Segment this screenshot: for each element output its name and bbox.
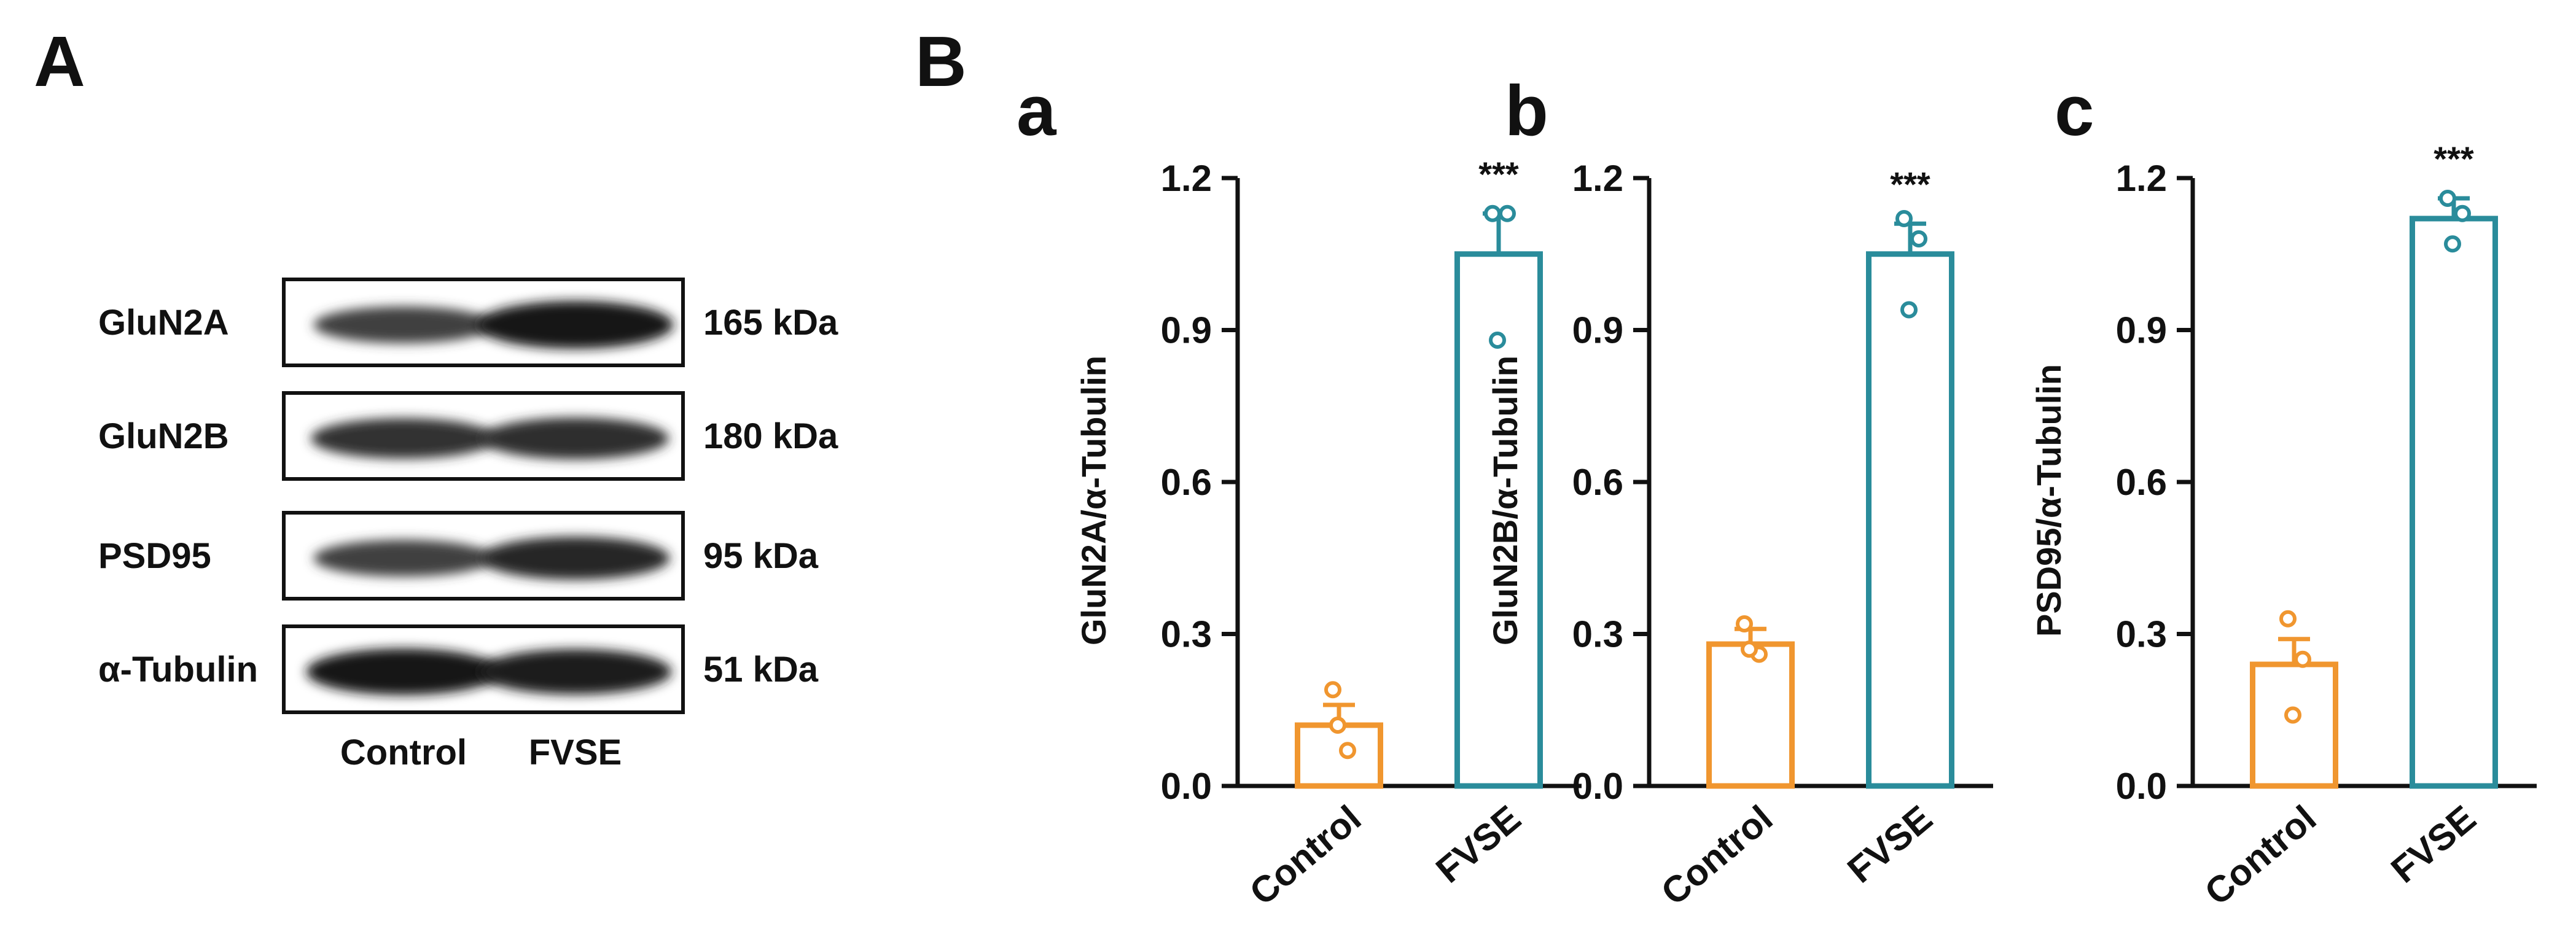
blot-kda-label: 165 kDa <box>703 303 838 343</box>
chart-c: c 0.0 0.3 0.6 0.9 1.2 PSD95/α-Tubulin Control **… <box>2029 71 2537 913</box>
data-point <box>1736 615 1753 632</box>
blot-band <box>478 649 672 694</box>
data-point <box>2454 204 2471 222</box>
data-point <box>1910 230 1927 247</box>
y-tick-label: 1.2 <box>1161 158 1212 199</box>
bar <box>2250 661 2338 789</box>
data-point <box>2294 650 2311 668</box>
y-tick-label: 0.6 <box>1161 462 1212 503</box>
significance-label: *** <box>2434 139 2474 178</box>
subpanel-letter: a <box>1017 71 1057 150</box>
blot-rows: GluN2A 165 kDa GluN2B 180 kDa PSD95 95 kDa α-T… <box>98 278 838 714</box>
data-point <box>1329 717 1346 734</box>
blot-band <box>311 418 496 459</box>
data-point <box>1324 681 1341 699</box>
y-tick-label: 0.0 <box>2116 766 2167 807</box>
blot-row: GluN2B 180 kDa <box>98 391 838 481</box>
data-point <box>1339 742 1356 760</box>
data-point <box>1484 204 1501 222</box>
subpanel-letter: b <box>1505 71 1548 150</box>
bar <box>2410 216 2498 789</box>
western-blot-panel: A GluN2A 165 kDa GluN2B 180 kDa PSD95 95 kDa α… <box>34 21 838 772</box>
y-tick-label: 1.2 <box>2116 158 2167 199</box>
x-category-label: Control <box>2197 798 2324 913</box>
data-point <box>2284 706 2301 724</box>
blot-band <box>306 648 501 695</box>
y-tick-label: 0.6 <box>2116 462 2167 503</box>
x-category-label: FVSE <box>1428 798 1528 891</box>
blot-row: PSD95 95 kDa <box>98 511 819 601</box>
y-tick-label: 0.9 <box>1572 310 1623 351</box>
x-category-label: FVSE <box>2383 798 2483 891</box>
significance-label: *** <box>1890 165 1930 203</box>
blot-protein-label: α-Tubulin <box>98 650 258 690</box>
x-category-label: FVSE <box>1840 798 1940 891</box>
y-tick-label: 0.3 <box>2116 614 2167 655</box>
blot-band <box>313 540 494 577</box>
y-axis-title: GluN2B/α-Tubulin <box>1486 356 1524 645</box>
subpanel-letter: c <box>2055 71 2094 150</box>
blot-row: GluN2A 165 kDa <box>98 278 838 367</box>
significance-label: *** <box>1478 155 1519 193</box>
bar <box>1295 722 1383 789</box>
data-point <box>2439 190 2456 207</box>
blot-lane-labels: Control FVSE <box>340 733 622 772</box>
blot-kda-label: 95 kDa <box>703 536 819 576</box>
blot-kda-label: 180 kDa <box>703 416 838 456</box>
blot-lane-label: Control <box>340 733 467 772</box>
data-point <box>1900 301 1918 319</box>
data-point <box>1895 210 1913 227</box>
blot-row: α-Tubulin 51 kDa <box>98 624 819 714</box>
bar-charts-panel: B a 0.0 0.3 0.6 0.9 1.2 GluN2A/α-Tubulin Contro… <box>915 21 2537 913</box>
blot-lane-label: FVSE <box>529 733 622 772</box>
data-point <box>2444 235 2461 253</box>
y-tick-label: 0.0 <box>1572 766 1623 807</box>
chart-a: a 0.0 0.3 0.6 0.9 1.2 GluN2A/α-Tubulin Control *… <box>1017 71 1582 913</box>
blot-protein-label: PSD95 <box>98 536 211 576</box>
panel-a-letter: A <box>34 21 85 101</box>
blot-band <box>480 537 670 580</box>
blot-band <box>477 301 674 349</box>
data-point <box>1499 204 1516 222</box>
bar <box>1706 641 1795 789</box>
y-tick-label: 0.6 <box>1572 462 1623 503</box>
blot-protein-label: GluN2A <box>98 303 229 343</box>
data-point <box>2279 610 2297 628</box>
y-tick-label: 0.0 <box>1161 766 1212 807</box>
blot-band <box>313 306 494 343</box>
charts-group: a 0.0 0.3 0.6 0.9 1.2 GluN2A/α-Tubulin Control *… <box>1017 71 2537 913</box>
y-tick-label: 0.3 <box>1161 614 1212 655</box>
bar <box>1866 251 1954 789</box>
y-tick-label: 1.2 <box>1572 158 1623 199</box>
y-tick-label: 0.9 <box>1161 310 1212 351</box>
x-category-label: Control <box>1242 798 1368 913</box>
x-category-label: Control <box>1653 798 1780 913</box>
blot-protein-label: GluN2B <box>98 416 229 456</box>
y-axis-title: PSD95/α-Tubulin <box>2029 364 2068 637</box>
data-point <box>1741 640 1758 658</box>
y-tick-label: 0.9 <box>2116 310 2167 351</box>
y-tick-label: 0.3 <box>1572 614 1623 655</box>
panel-b-letter: B <box>915 21 967 101</box>
y-axis-title: GluN2A/α-Tubulin <box>1074 356 1113 645</box>
blot-kda-label: 51 kDa <box>703 650 819 690</box>
blot-band <box>482 418 669 459</box>
chart-b: b 0.0 0.3 0.6 0.9 1.2 GluN2B/α-Tubulin Control *… <box>1486 71 1993 913</box>
data-point <box>1489 332 1506 349</box>
